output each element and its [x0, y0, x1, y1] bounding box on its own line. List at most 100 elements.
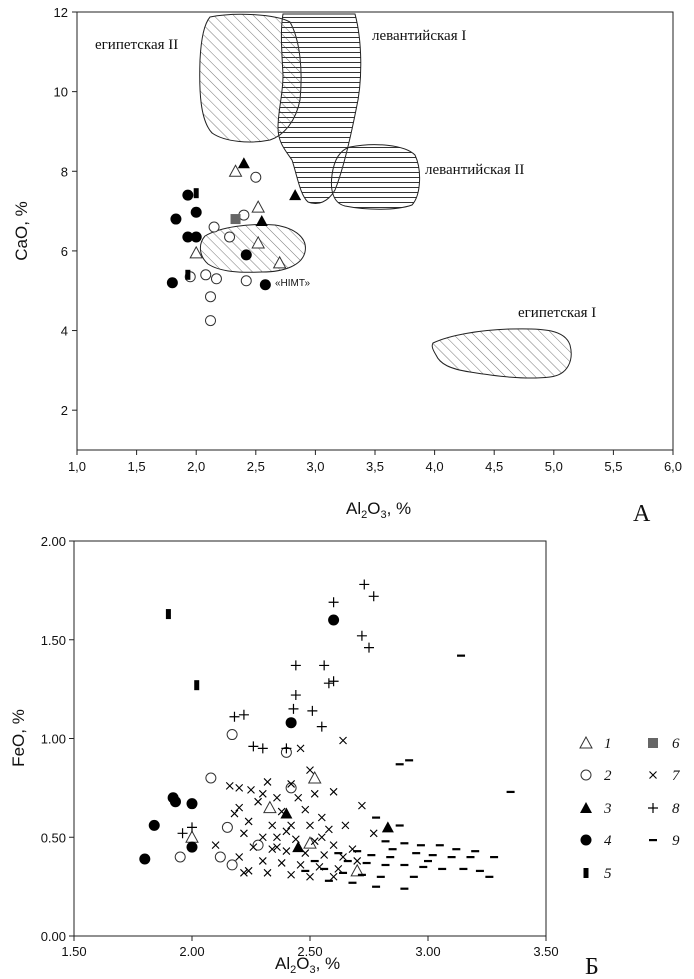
y-tick-label: 12: [54, 5, 68, 20]
panel-b-x-ticks: 1.50 2.00 2.50 3.00 3.50: [61, 936, 559, 959]
y-tick-label: 2: [61, 403, 68, 418]
panel-a-y-axis-label: CaO, %: [12, 201, 31, 261]
point-triangle-filled: [280, 807, 293, 819]
panel-a-points: [166, 157, 302, 327]
point-circle-open: [208, 221, 220, 233]
point-cross-marker: [273, 843, 281, 852]
point-cross-marker: [273, 833, 281, 842]
point-bar-marker: [185, 269, 191, 280]
point-cross-marker: [277, 859, 286, 867]
point-cross-marker: [277, 807, 286, 816]
point-cross-marker: [230, 809, 239, 818]
legend-entry-9: 9: [649, 833, 680, 849]
legend-marker-square-gray: [648, 738, 658, 748]
point-plus-marker: [323, 678, 334, 689]
point-cross-marker: [296, 744, 305, 753]
point-dash-marker: [357, 873, 366, 876]
point-plus-marker: [229, 711, 240, 722]
point-circle-filled: [139, 853, 151, 865]
point-cross-marker: [282, 847, 291, 855]
legend-marker-dash-marker: [649, 839, 657, 842]
point-dash-marker: [343, 859, 352, 863]
point-cross-marker: [240, 868, 248, 877]
point-triangle-open: [228, 164, 243, 177]
point-circle-open: [285, 782, 297, 794]
point-cross-marker: [306, 766, 314, 774]
point-plus-marker: [290, 660, 301, 671]
point-circle-filled: [259, 279, 271, 291]
point-square-gray: [230, 214, 241, 225]
point-plus-marker: [359, 579, 370, 590]
legend-marker-triangle-filled: [580, 802, 592, 813]
legend-entry-2: 2: [580, 768, 612, 784]
region-label-himt: «НІМТ»: [275, 278, 311, 289]
point-cross-marker: [353, 857, 362, 865]
point-cross-marker: [317, 813, 326, 822]
point-dash-marker: [485, 875, 494, 878]
point-circle-open: [200, 269, 212, 281]
point-circle-filled: [328, 614, 340, 626]
legend-label: 7: [672, 768, 681, 784]
point-cross-marker: [329, 841, 338, 850]
point-circle-filled: [240, 249, 252, 261]
point-plus-marker: [257, 743, 268, 754]
x-tick-label: 4,0: [426, 459, 444, 474]
legend-label: 2: [604, 768, 612, 784]
point-cross-marker: [306, 872, 314, 881]
x-tick-label: 5,0: [545, 459, 563, 474]
point-plus-marker: [187, 822, 197, 833]
point-dash-marker: [367, 854, 376, 857]
point-dash-marker: [475, 869, 484, 873]
point-dash-marker: [376, 875, 385, 878]
point-cross-marker: [235, 803, 244, 812]
region-label-levantine-ii: левантийская II: [425, 162, 524, 178]
point-cross-marker: [244, 817, 253, 826]
point-cross-marker: [249, 843, 258, 852]
legend-entry-6: 6: [648, 736, 680, 752]
x-tick-label: 3.00: [415, 944, 440, 959]
point-dash-marker: [438, 867, 447, 871]
point-cross-marker: [263, 868, 272, 877]
panel-a: египетская II левантийская I левантийска…: [12, 5, 682, 527]
point-cross-marker: [294, 793, 303, 802]
point-cross-marker: [324, 825, 333, 834]
legend-entry-1: 1: [579, 735, 612, 752]
legend-marker-triangle-open: [579, 735, 593, 749]
point-cross-marker: [291, 835, 300, 844]
point-cross-marker: [301, 849, 310, 857]
point-plus-marker: [364, 642, 374, 653]
point-cross-marker: [306, 821, 314, 830]
point-triangle-open: [272, 255, 287, 269]
legend-label: 4: [604, 833, 612, 849]
point-triangle-filled: [381, 821, 394, 833]
point-dash-marker: [428, 854, 437, 857]
point-dash-marker: [386, 856, 395, 859]
panel-b-y-axis-label: FeO, %: [9, 709, 28, 767]
x-tick-label: 6,0: [664, 459, 682, 474]
point-circle-filled: [285, 717, 297, 729]
point-dash-marker: [471, 850, 480, 853]
point-circle-filled: [186, 798, 198, 810]
legend-marker-circle-filled: [580, 834, 592, 846]
point-dash-marker: [395, 824, 404, 827]
point-circle-open: [250, 171, 262, 183]
point-plus-marker: [288, 703, 299, 714]
legend-marker-plus-marker: [648, 803, 658, 813]
point-circle-filled: [190, 206, 202, 218]
point-cross-marker: [287, 821, 296, 830]
y-tick-label: 0.50: [41, 830, 66, 845]
point-dash-marker: [457, 654, 466, 657]
point-plus-marker: [328, 676, 339, 687]
point-dash-marker: [416, 844, 425, 847]
point-plus-marker: [281, 743, 292, 754]
region-label-egyptian-ii: египетская II: [95, 37, 178, 53]
point-triangle-open: [185, 830, 199, 843]
point-dash-marker: [506, 790, 515, 794]
point-circle-open: [205, 291, 217, 303]
point-cross-marker: [282, 827, 291, 836]
point-dash-marker: [310, 859, 319, 863]
point-dash-marker: [412, 852, 421, 855]
point-cross-marker: [287, 780, 296, 788]
point-dash-marker: [419, 865, 428, 869]
point-circle-filled: [166, 277, 178, 289]
